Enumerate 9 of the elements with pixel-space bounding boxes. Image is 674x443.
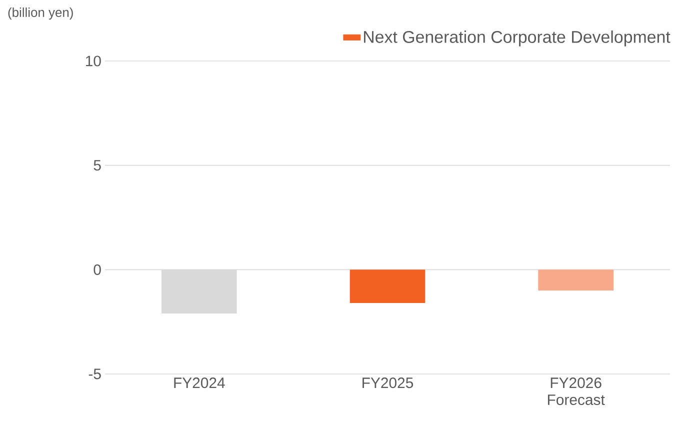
- y-tick-label: -5: [88, 368, 101, 380]
- y-tick-label: 10: [86, 56, 101, 66]
- legend-label: Next Generation Corporate Development: [364, 30, 670, 46]
- y-axis-title: (billion yen): [8, 8, 73, 20]
- y-tick-label: 0: [94, 264, 101, 275]
- x-tick-label: FY2025: [362, 378, 414, 388]
- x-tick-label: FY2026 Forecast: [548, 378, 605, 406]
- y-tick-label: 5: [94, 160, 101, 171]
- x-tick-label: FY2024: [174, 378, 225, 388]
